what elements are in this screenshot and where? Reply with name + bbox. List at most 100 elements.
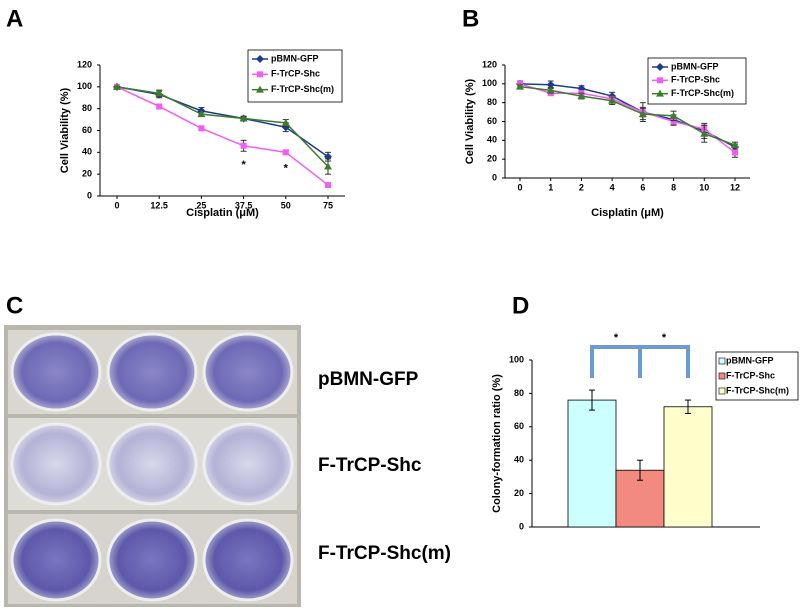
point [156,103,163,110]
y-tick-label: 120 [77,59,92,69]
y-tick-label: 40 [514,455,524,465]
point [197,110,206,118]
point [282,149,289,156]
y-tick-label: 80 [82,103,92,113]
point [732,149,738,156]
legend-label: F-TrCP-Shc(m) [271,84,334,94]
legend-label: F-TrCP-Shc [671,75,720,85]
y-tick-label: 40 [487,135,497,145]
wells-row-1 [10,332,294,412]
point [577,92,586,100]
series-line [116,86,329,168]
row-label: pBMN-GFP [318,369,419,390]
point [731,141,739,149]
y-tick-label: 0 [87,190,92,200]
y-tick-label: 80 [487,97,497,107]
point [608,96,617,104]
legend-label: F-TrCP-Shc(m) [671,88,734,98]
y-tick-label: 120 [482,59,497,69]
point [546,86,555,94]
x-tick-label: 12.5 [150,200,168,210]
y-tick-label: 20 [514,488,524,498]
x-tick-label: 6 [640,182,645,192]
point [700,129,709,137]
y-tick-label: 0 [492,172,497,182]
x-tick-label: 4 [610,182,615,192]
point [198,125,205,132]
series-line [519,85,736,146]
legend-box [715,351,799,401]
error-bar [685,399,691,414]
point [546,80,555,89]
legend-swatch [718,387,726,395]
panel-letter: B [462,5,479,32]
legend-swatch [718,357,726,365]
y-tick-label: 100 [482,78,497,88]
bracket [590,345,642,378]
x-axis-label: Cisplatin (μM) [591,207,664,219]
x-tick-label: 10 [699,182,709,192]
x-tick-label: 8 [671,182,676,192]
plate-photo [4,325,301,607]
point [516,82,524,90]
x-tick-label: 50 [281,200,291,210]
x-tick-label: 37.5 [235,200,253,210]
bracket [638,345,690,378]
point [113,82,121,90]
point [325,182,331,189]
y-tick-label: 100 [509,354,524,364]
series-line [519,83,736,148]
y-axis-label: Cell Viability (%) [464,78,476,164]
annotation: * [662,332,667,344]
y-tick-label: 20 [82,169,92,179]
panel-letter: D [512,292,529,319]
y-tick-label: 60 [514,421,524,431]
y-tick-label: 60 [487,116,497,126]
bar [567,399,617,528]
bar [663,406,713,528]
legend-label: pBMN-GFP [726,355,774,365]
panel-letter: A [6,5,23,32]
x-tick-label: 2 [579,182,584,192]
series-line [116,86,329,186]
x-tick-label: 75 [323,200,333,210]
point [240,142,247,149]
wells-row-3 [10,518,294,602]
point [324,162,332,170]
point [239,114,248,122]
row-label: F-TrCP-Shc [318,455,422,476]
annotation: * [614,332,619,344]
error-bar [589,389,595,411]
point [155,89,164,97]
legend-label: pBMN-GFP [271,53,319,63]
point [257,71,263,78]
x-tick-label: 25 [196,200,206,210]
y-tick-label: 40 [82,147,92,157]
point [281,118,290,126]
x-tick-label: 0 [517,182,522,192]
point [256,85,264,93]
x-tick-label: 12 [730,182,740,192]
series-line [116,86,329,158]
wells-row-2 [10,422,294,506]
legend-label: pBMN-GFP [671,61,719,71]
row-label: F-TrCP-Shc(m) [318,543,451,564]
error-bar [637,459,643,481]
legend-swatch [718,372,726,380]
legend-label: F-TrCP-Shc [271,69,320,79]
legend-label: F-TrCP-Shc(m) [726,385,789,395]
point [656,89,664,97]
y-tick-label: 80 [514,388,524,398]
x-axis-label: Cisplatin (μM) [186,207,259,219]
point [638,109,647,117]
point [656,63,664,71]
x-tick-label: 1 [548,182,553,192]
annotation: * [284,162,289,174]
annotation: * [241,159,246,171]
y-axis-label: Colony-formation ratio (%) [491,374,503,513]
y-tick-label: 20 [487,154,497,164]
series-line [519,83,736,154]
point [670,118,677,125]
panel-letter: C [6,292,23,319]
